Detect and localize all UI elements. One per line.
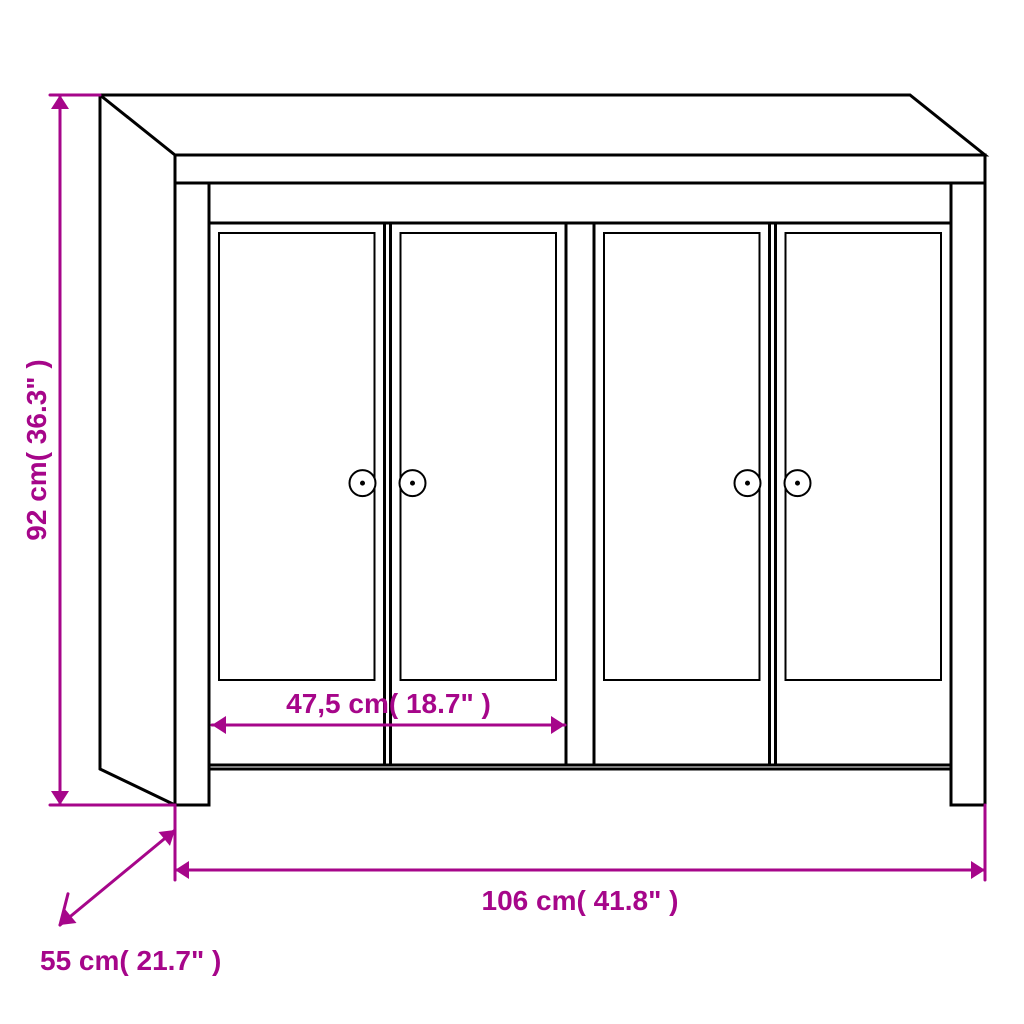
label-inner: 47,5 cm( 18.7" ) [286, 688, 491, 719]
label-width: 106 cm( 41.8" ) [482, 885, 679, 916]
dimension-drawing: 92 cm( 36.3" ) 55 cm( 21.7" ) 106 cm( 41.8… [0, 0, 1024, 1024]
label-height: 92 cm( 36.3" ) [21, 359, 52, 540]
label-depth: 55 cm( 21.7" ) [40, 945, 221, 976]
